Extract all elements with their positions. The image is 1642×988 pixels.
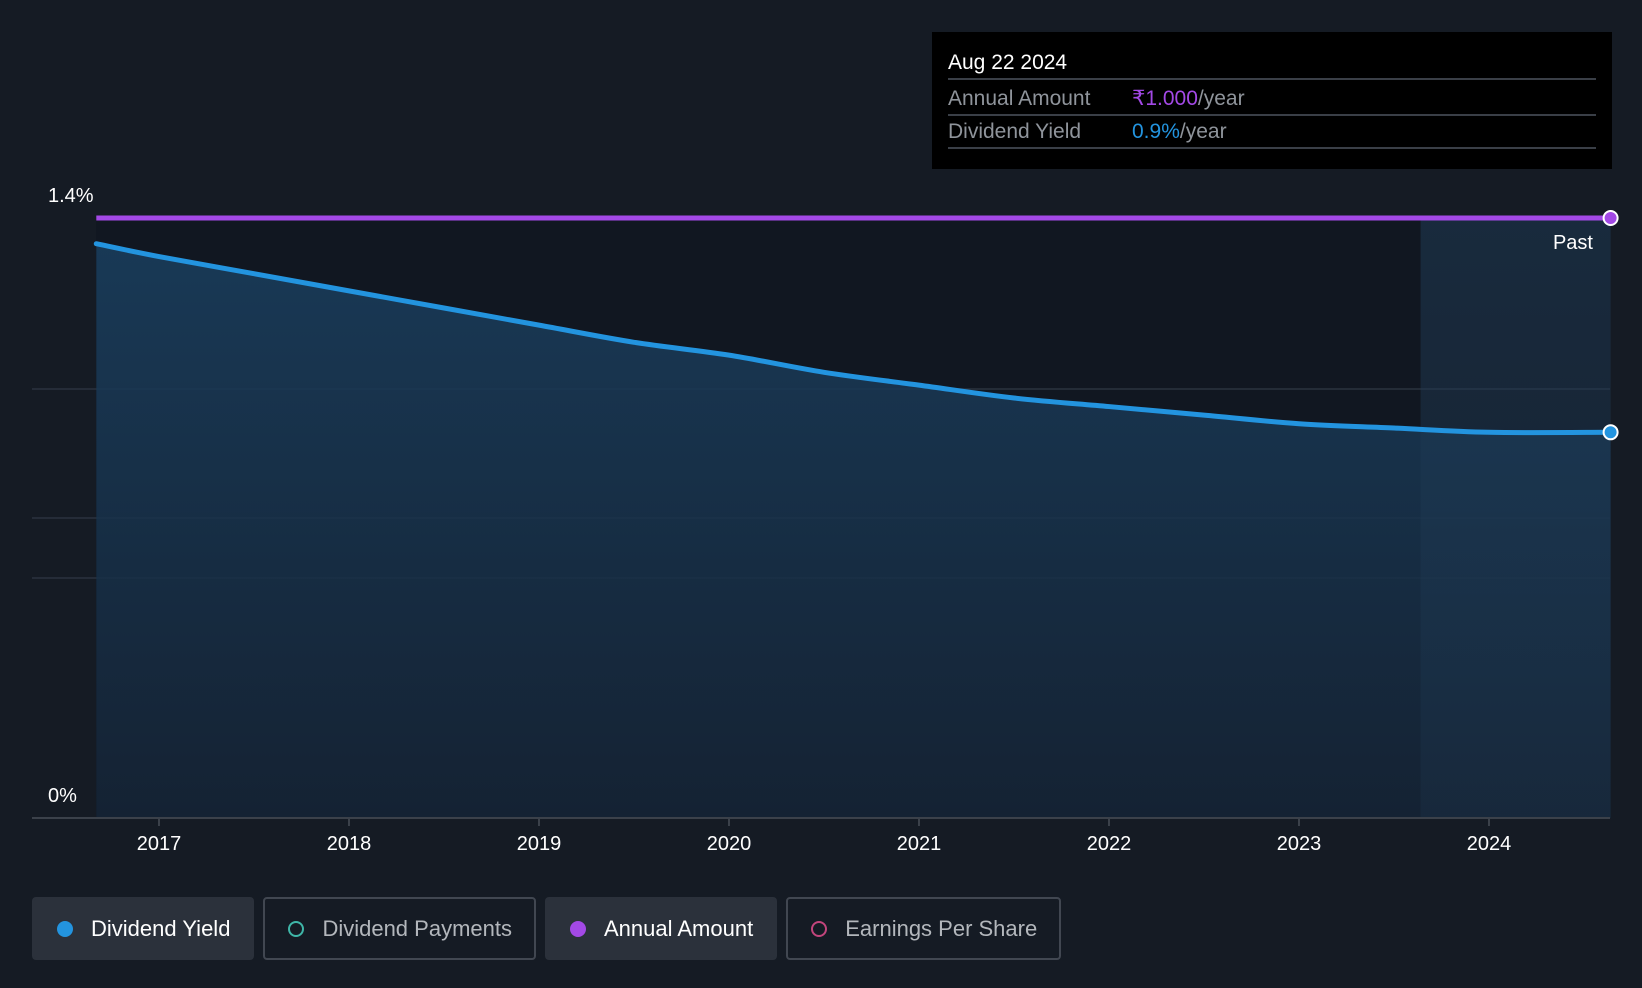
- tooltip-value: ₹1.000: [1132, 87, 1198, 110]
- legend-label: Dividend Yield: [91, 915, 231, 941]
- y-tick-label-min: 0%: [48, 785, 77, 807]
- tooltip-unit: /year: [1197, 87, 1245, 110]
- tooltip-value: 0.9%: [1132, 120, 1180, 143]
- tooltip-row-dividend-yield: Dividend Yield 0.9%/year: [948, 116, 1596, 149]
- tooltip-row-annual-amount: Annual Amount ₹1.000/year: [948, 83, 1596, 116]
- x-tick-label: 2019: [517, 833, 562, 855]
- dividend-yield-end-marker[interactable]: [1602, 424, 1619, 441]
- dividend-yield-area: [96, 243, 1611, 818]
- legend-dividend-payments-button[interactable]: Dividend Payments: [263, 897, 536, 960]
- x-tick-label: 2021: [897, 833, 942, 855]
- y-tick-label-max: 1.4%: [48, 185, 94, 207]
- x-tick-label: 2024: [1467, 833, 1512, 855]
- dividend-payments-ring-icon: [288, 920, 305, 937]
- legend-label: Annual Amount: [603, 915, 754, 941]
- tooltip-label: Dividend Yield: [948, 120, 1082, 143]
- legend-label: Dividend Payments: [322, 915, 512, 941]
- tooltip-label: Annual Amount: [948, 87, 1091, 110]
- legend-dividend-yield-button[interactable]: Dividend Yield: [32, 897, 255, 960]
- annual-amount-dot-icon: [569, 920, 586, 937]
- annual-amount-end-marker[interactable]: [1602, 210, 1619, 226]
- tooltip-date: Aug 22 2024: [948, 48, 1596, 80]
- x-axis-ticks: 2017 2018 2019 2020 2021 2022 2023 2024: [137, 818, 1512, 855]
- x-tick-label: 2023: [1277, 833, 1322, 855]
- legend-label: Earnings Per Share: [845, 915, 1038, 941]
- legend-earnings-per-share-button[interactable]: Earnings Per Share: [786, 897, 1062, 960]
- dividend-yield-dot-icon: [57, 920, 73, 937]
- tooltip-unit: /year: [1179, 120, 1227, 143]
- past-region: [1420, 218, 1611, 818]
- earnings-per-share-ring-icon: [811, 920, 828, 937]
- x-tick-label: 2018: [327, 833, 372, 855]
- dividend-yield-line: [93, 241, 1614, 436]
- x-tick-label: 2017: [137, 833, 182, 855]
- tooltip: Aug 22 2024 Annual Amount ₹1.000/year Di…: [932, 32, 1612, 169]
- x-tick-label: 2022: [1087, 833, 1132, 855]
- legend: Dividend Yield Dividend Payments Annual …: [32, 897, 1062, 960]
- past-label: Past: [1553, 232, 1593, 254]
- legend-annual-amount-button[interactable]: Annual Amount: [544, 897, 778, 960]
- x-tick-label: 2020: [707, 833, 752, 855]
